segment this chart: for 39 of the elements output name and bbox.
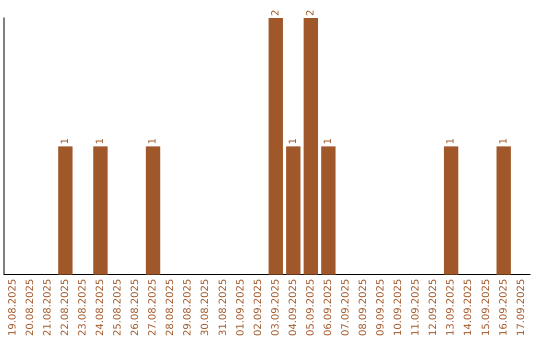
data-label: 1	[446, 138, 457, 144]
x-tick-label: 17.09.2025	[516, 278, 527, 336]
x-tick-label: 21.08.2025	[42, 278, 54, 336]
x-tick-label: 24.08.2025	[95, 278, 106, 336]
x-tick-label: 09.09.2025	[376, 278, 387, 336]
x-tick-label: 10.09.2025	[393, 278, 404, 336]
x-tick-label: 02.09.2025	[252, 278, 264, 336]
x-tick-label: 11.09.2025	[410, 278, 422, 336]
data-label: 1	[288, 138, 299, 144]
x-tick-label: 08.09.2025	[358, 278, 370, 336]
x-tick-label: 16.09.2025	[498, 278, 510, 336]
x-tick-label: 25.08.2025	[112, 278, 124, 336]
data-label: 2	[270, 10, 282, 16]
x-tick-label: 27.08.2025	[148, 278, 159, 336]
data-label: 1	[148, 138, 159, 144]
x-tick-label: 30.08.2025	[200, 278, 212, 336]
x-tick-label: 20.08.2025	[24, 278, 36, 336]
data-label: 1	[95, 138, 106, 144]
x-tick-label: 29.08.2025	[182, 278, 194, 336]
data-label: 1	[60, 138, 71, 144]
data-label: 2	[305, 10, 316, 16]
x-tick-label: 03.09.2025	[270, 278, 282, 336]
x-tick-label: 05.09.2025	[305, 278, 316, 336]
x-tick-label: 15.09.2025	[480, 278, 492, 336]
x-tick-label: 07.09.2025	[340, 278, 352, 336]
x-tick-label: 31.08.2025	[218, 278, 229, 336]
x-tick-label: 12.09.2025	[428, 278, 440, 336]
x-tick-label: 23.08.2025	[77, 278, 88, 336]
x-tick-label: 06.09.2025	[322, 278, 334, 336]
x-tick-label: 13.09.2025	[446, 278, 457, 336]
x-tick-label: 19.08.2025	[7, 278, 18, 336]
x-tick-label: 14.09.2025	[463, 278, 474, 336]
x-tick-label: 01.09.2025	[235, 278, 246, 336]
x-tick-label: 26.08.2025	[130, 278, 142, 336]
data-label: 1	[322, 138, 334, 144]
x-tick-label: 28.08.2025	[165, 278, 176, 336]
x-tick-label: 22.08.2025	[60, 278, 71, 336]
x-tick-label: 04.09.2025	[288, 278, 299, 336]
data-label: 1	[498, 138, 510, 144]
